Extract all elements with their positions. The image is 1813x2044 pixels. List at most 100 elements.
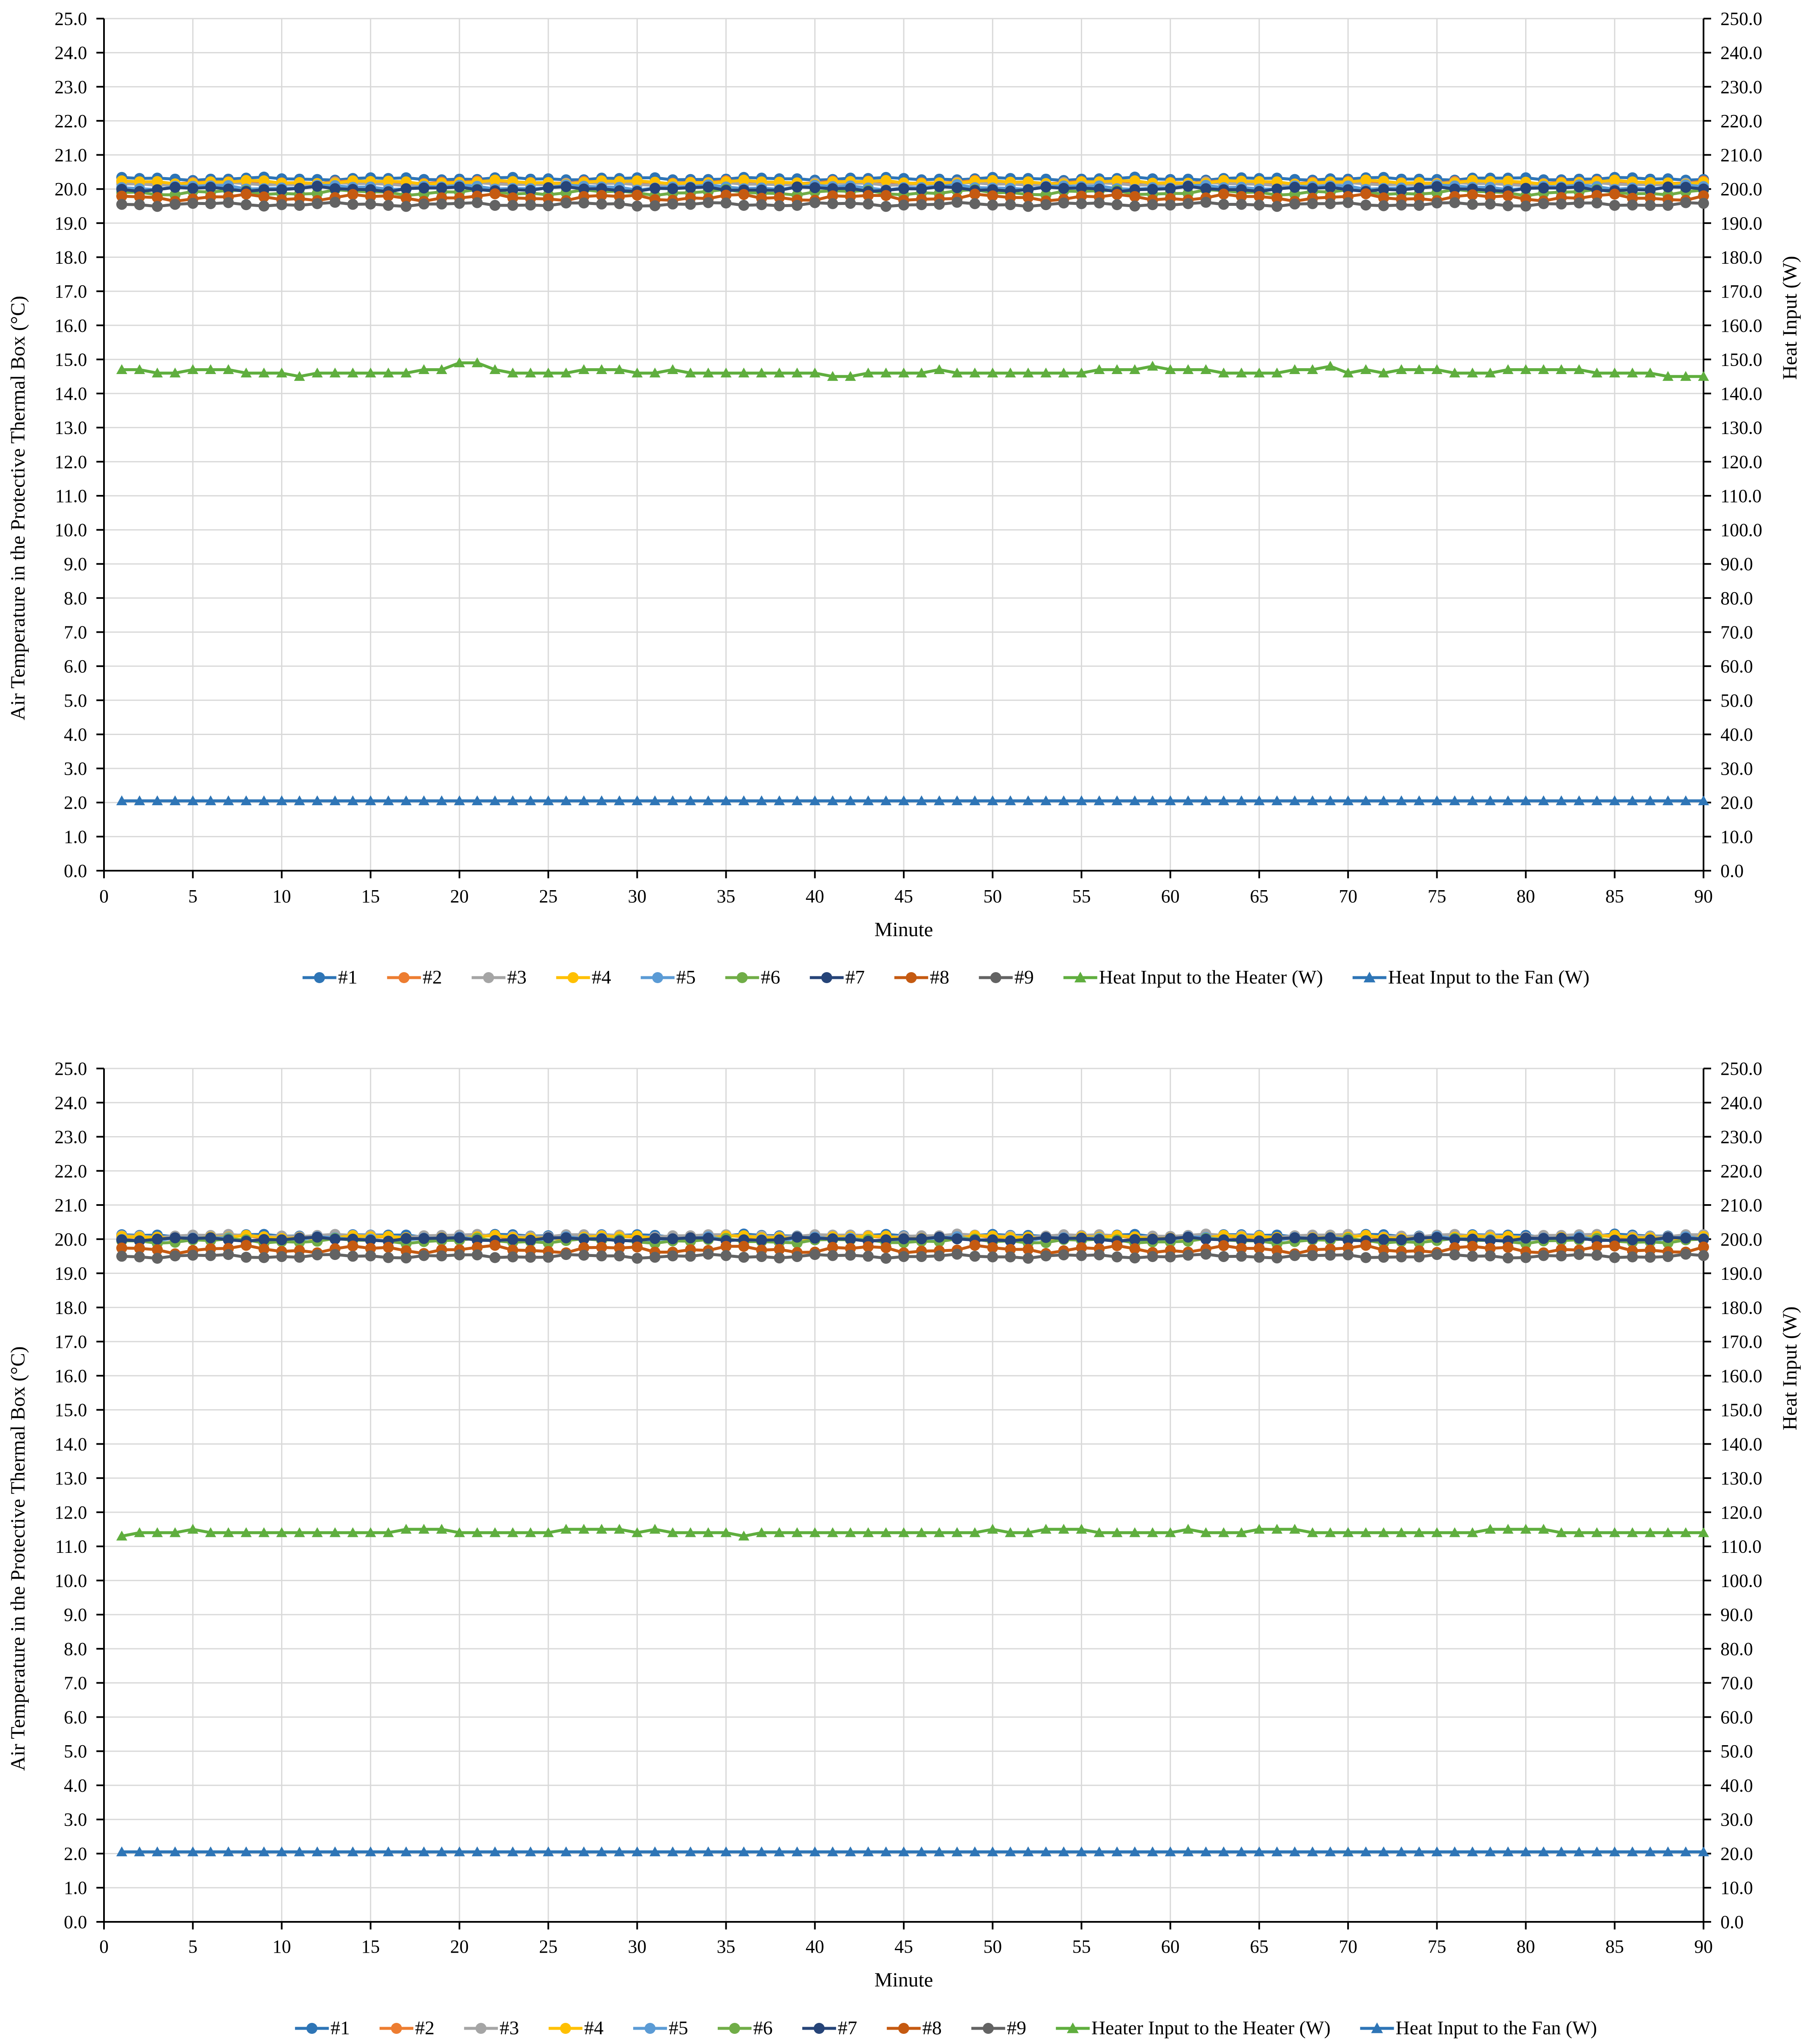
- data-point: [561, 367, 572, 378]
- data-point: [987, 795, 998, 806]
- data-point: [400, 201, 412, 212]
- data-point: [347, 795, 358, 806]
- legend-item: #8: [894, 966, 949, 988]
- data-point: [436, 795, 447, 806]
- data-point: [1396, 1527, 1407, 1537]
- data-point: [1502, 1242, 1514, 1253]
- data-point: [720, 1241, 732, 1252]
- data-point: [312, 795, 323, 806]
- data-point: [632, 175, 643, 186]
- data-point: [1040, 181, 1052, 193]
- y-left-tick-label: 3.0: [64, 1809, 87, 1830]
- data-point: [685, 367, 696, 378]
- data-point: [1360, 175, 1372, 186]
- data-point: [632, 189, 643, 201]
- x-tick-label: 85: [1605, 886, 1624, 907]
- data-point: [170, 795, 181, 806]
- data-point: [1449, 1234, 1460, 1245]
- y-right-tick-label: 220.0: [1720, 1161, 1762, 1181]
- tick-labels: 0 5 10 15 20 25 30 35 40 45 50 55 60 65 70 75 80 85 90 0.0 1…: [55, 8, 1762, 907]
- gridlines: [103, 18, 1704, 872]
- data-point: [1644, 1252, 1656, 1263]
- legend-swatch-marker: [652, 972, 663, 983]
- data-point: [916, 183, 927, 195]
- data-point: [596, 1846, 607, 1856]
- y-right-tick-label: 220.0: [1720, 111, 1762, 131]
- legend-item: #9: [979, 966, 1034, 988]
- data-point: [454, 198, 465, 209]
- data-point: [1325, 1527, 1336, 1537]
- data-point: [205, 795, 216, 806]
- data-point: [987, 1846, 998, 1856]
- data-point: [365, 795, 376, 806]
- data-point: [1218, 1846, 1229, 1856]
- data-point: [329, 1846, 341, 1856]
- data-point: [1467, 1251, 1478, 1262]
- data-point: [507, 1251, 519, 1262]
- data-point: [1005, 367, 1016, 378]
- data-point: [1573, 197, 1585, 209]
- data-point: [969, 198, 981, 209]
- data-point: [685, 182, 696, 193]
- y-left-tick-label: 10.0: [55, 1570, 87, 1591]
- data-point: [632, 1241, 643, 1253]
- data-point: [1289, 1250, 1300, 1261]
- y-left-tick-label: 9.0: [64, 554, 87, 574]
- data-point: [187, 795, 199, 806]
- data-point: [1573, 181, 1585, 193]
- data-point: [1520, 1252, 1531, 1263]
- data-point: [1662, 1232, 1674, 1243]
- data-point: [312, 1249, 323, 1260]
- data-point: [1414, 364, 1425, 374]
- data-point: [987, 1251, 998, 1262]
- y-left-tick-label: 1.0: [64, 826, 87, 847]
- data-point: [1271, 201, 1282, 212]
- data-point: [329, 183, 341, 194]
- data-point: [578, 1242, 590, 1253]
- legend-item: #2: [379, 2017, 435, 2039]
- legend-swatch-marker: [1371, 2022, 1383, 2033]
- x-tick-label: 60: [1161, 1936, 1180, 1957]
- data-point: [1129, 191, 1140, 202]
- data-point: [1236, 191, 1247, 202]
- data-point: [1111, 795, 1123, 806]
- data-point: [329, 367, 341, 378]
- data-point: [1698, 1846, 1709, 1856]
- y-right-tick-label: 180.0: [1720, 247, 1762, 268]
- data-point: [152, 1253, 163, 1264]
- y-right-tick-label: 90.0: [1720, 554, 1753, 574]
- data-point: [1573, 795, 1585, 806]
- data-point: [1538, 1524, 1549, 1534]
- data-point: [1343, 367, 1354, 378]
- data-point: [845, 183, 856, 194]
- data-point: [205, 364, 216, 374]
- data-point: [720, 367, 732, 378]
- data-point: [1467, 795, 1478, 806]
- x-tick-label: 65: [1250, 1936, 1269, 1957]
- data-point: [1147, 184, 1158, 195]
- data-point: [400, 795, 412, 806]
- data-point: [1556, 795, 1567, 806]
- data-point: [1343, 197, 1354, 208]
- data-point: [1378, 200, 1389, 211]
- data-point: [205, 182, 216, 193]
- data-point: [400, 1846, 412, 1856]
- data-point: [1058, 795, 1069, 806]
- data-point: [809, 1527, 820, 1537]
- data-point: [1253, 1846, 1265, 1856]
- data-point: [934, 364, 945, 374]
- data-point: [365, 198, 376, 210]
- data-point: [738, 1530, 749, 1541]
- data-point: [898, 1233, 909, 1244]
- data-point: [827, 198, 838, 209]
- data-point: [312, 1527, 323, 1537]
- data-point: [329, 1233, 341, 1245]
- data-point: [1111, 364, 1123, 374]
- data-point: [827, 1846, 838, 1856]
- legend-swatch-marker: [990, 972, 1001, 983]
- data-point: [152, 1846, 163, 1856]
- data-point: [471, 1242, 483, 1253]
- data-point: [116, 364, 128, 374]
- data-point: [596, 795, 607, 806]
- data-point: [347, 367, 358, 378]
